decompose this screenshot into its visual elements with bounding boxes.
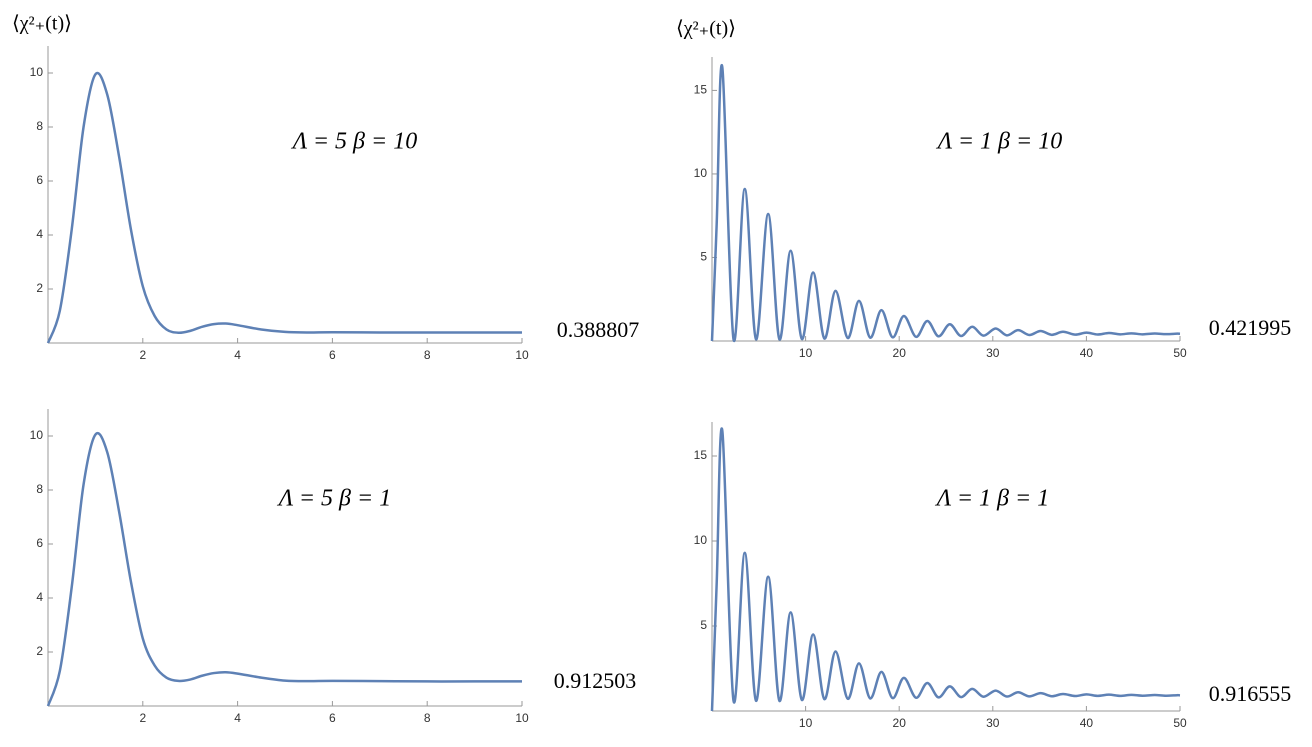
y-tick-label: 8: [36, 119, 43, 133]
x-tick-label: 2: [139, 711, 146, 725]
y-tick-label: 4: [36, 227, 43, 241]
x-tick-label: 6: [329, 711, 336, 725]
y-tick-label: 10: [30, 428, 44, 442]
x-tick-label: 10: [799, 716, 813, 730]
x-tick-label: 6: [329, 348, 336, 362]
x-tick-label: 2: [139, 348, 146, 362]
x-tick-label: 40: [1080, 346, 1094, 360]
data-line: [46, 71, 523, 344]
y-tick-label: 5: [700, 618, 707, 632]
y-tick-label: 6: [36, 173, 43, 187]
data-line: [710, 427, 1181, 712]
x-tick-label: 30: [986, 716, 1000, 730]
x-tick-label: 30: [986, 346, 1000, 360]
x-tick-label: 10: [515, 348, 529, 362]
x-tick-label: 4: [234, 348, 241, 362]
chart-panel: 2 4 6 8 10 2 4 6 8 10 Λ = 5 β = 1 0.912503: [30, 409, 637, 725]
y-axis-label: ⟨χ²₊(t)⟩: [12, 13, 72, 35]
y-tick-label: 10: [694, 166, 708, 180]
y-tick-label: 2: [36, 644, 43, 658]
y-tick-label: 10: [694, 533, 708, 547]
x-tick-label: 50: [1173, 346, 1187, 360]
data-line: [710, 63, 1181, 343]
x-tick-label: 10: [515, 711, 529, 725]
data-line: [46, 432, 522, 707]
y-tick-label: 10: [30, 65, 44, 79]
y-tick-label: 6: [36, 536, 43, 550]
y-tick-label: 15: [694, 448, 708, 462]
limit-label: 0.388807: [557, 317, 640, 342]
x-tick-label: 20: [893, 346, 907, 360]
limit-label: 0.421995: [1209, 315, 1292, 340]
annotation: Λ = 1 β = 10: [936, 129, 1062, 155]
y-tick-label: 2: [36, 281, 43, 295]
x-tick-label: 40: [1080, 716, 1094, 730]
chart-panel: 10 20 30 40 50 5 10 15 Λ = 1 β = 1 0.916555: [694, 422, 1292, 730]
x-tick-label: 4: [234, 711, 241, 725]
limit-label: 0.912503: [554, 668, 637, 693]
y-tick-label: 4: [36, 590, 43, 604]
chart-panel: 2 4 6 8 10 2 4 6 8 10 ⟨χ²₊(t)⟩ Λ = 5 β = 10 0.388807: [12, 13, 639, 363]
x-tick-label: 10: [799, 346, 813, 360]
annotation: Λ = 5 β = 10: [291, 129, 417, 155]
limit-label: 0.916555: [1209, 681, 1292, 706]
y-axis-label: ⟨χ²₊(t)⟩: [676, 18, 736, 40]
y-tick-label: 8: [36, 482, 43, 496]
chart-panel: 10 20 30 40 50 5 10 15 ⟨χ²₊(t)⟩ Λ = 1 β = 10 0.421…: [676, 18, 1291, 361]
annotation: Λ = 1 β = 1: [935, 486, 1049, 512]
y-tick-label: 15: [694, 83, 708, 97]
x-tick-label: 8: [424, 711, 431, 725]
y-tick-label: 5: [700, 250, 707, 264]
annotation: Λ = 5 β = 1: [277, 486, 391, 512]
x-tick-label: 8: [424, 348, 431, 362]
x-tick-label: 20: [893, 716, 907, 730]
x-tick-label: 50: [1173, 716, 1187, 730]
